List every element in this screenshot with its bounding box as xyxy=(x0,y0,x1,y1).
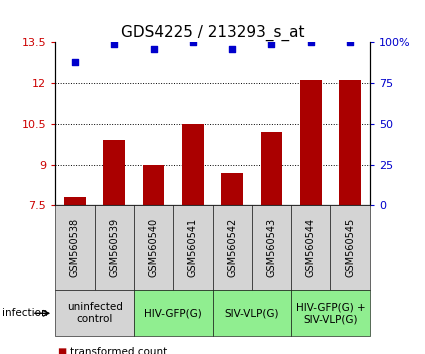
Point xyxy=(307,40,314,45)
Text: GSM560539: GSM560539 xyxy=(109,218,119,278)
Text: HIV-GFP(G): HIV-GFP(G) xyxy=(144,308,202,318)
Bar xyxy=(331,205,370,290)
Bar xyxy=(261,132,282,205)
Text: infection: infection xyxy=(2,308,48,318)
Text: ■: ■ xyxy=(57,347,67,354)
Bar xyxy=(134,290,212,336)
Bar xyxy=(94,205,134,290)
Text: GSM560540: GSM560540 xyxy=(148,218,159,278)
Text: transformed count: transformed count xyxy=(70,347,167,354)
Point xyxy=(150,46,157,52)
Bar xyxy=(291,205,331,290)
Text: GSM560544: GSM560544 xyxy=(306,218,316,278)
Bar xyxy=(212,205,252,290)
Point xyxy=(111,41,118,47)
Point xyxy=(229,46,235,52)
Bar xyxy=(103,140,125,205)
Bar xyxy=(134,205,173,290)
Bar xyxy=(55,290,134,336)
Text: GSM560543: GSM560543 xyxy=(266,218,277,278)
Bar xyxy=(291,290,370,336)
Bar xyxy=(252,205,291,290)
Bar xyxy=(212,290,291,336)
Bar xyxy=(182,124,204,205)
Bar xyxy=(339,80,361,205)
Title: GDS4225 / 213293_s_at: GDS4225 / 213293_s_at xyxy=(121,25,304,41)
Point xyxy=(190,40,196,45)
Bar xyxy=(143,165,164,205)
Text: uninfected
control: uninfected control xyxy=(67,302,122,324)
Bar xyxy=(300,80,322,205)
Text: GSM560538: GSM560538 xyxy=(70,218,80,278)
Bar xyxy=(55,205,94,290)
Text: GSM560542: GSM560542 xyxy=(227,218,237,278)
Text: GSM560541: GSM560541 xyxy=(188,218,198,278)
Point xyxy=(71,59,78,65)
Text: GSM560545: GSM560545 xyxy=(345,218,355,278)
Text: SIV-VLP(G): SIV-VLP(G) xyxy=(224,308,279,318)
Bar xyxy=(173,205,212,290)
Bar xyxy=(64,197,86,205)
Point xyxy=(268,41,275,47)
Bar xyxy=(221,173,243,205)
Text: HIV-GFP(G) +
SIV-VLP(G): HIV-GFP(G) + SIV-VLP(G) xyxy=(296,302,365,324)
Point xyxy=(347,40,354,45)
